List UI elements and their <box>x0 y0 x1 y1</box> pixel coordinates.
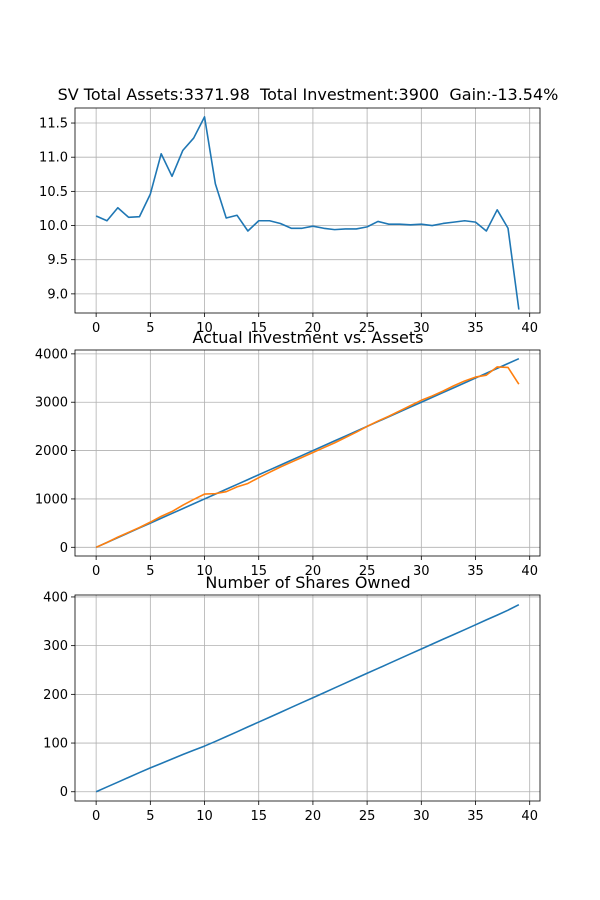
y-tick-label: 400 <box>43 590 68 605</box>
x-tick-label: 20 <box>305 321 322 336</box>
x-tick-label: 25 <box>359 321 376 336</box>
x-tick-label: 10 <box>196 321 213 336</box>
x-tick-label: 40 <box>521 321 538 336</box>
x-tick-label: 40 <box>521 564 538 579</box>
x-tick-label: 20 <box>305 809 322 824</box>
x-tick-label: 30 <box>413 321 430 336</box>
x-tick-label: 0 <box>92 564 100 579</box>
plot-frame <box>74 107 541 314</box>
x-tick-label: 15 <box>250 321 267 336</box>
y-tick-label: 300 <box>43 639 68 654</box>
x-tick-label: 30 <box>413 564 430 579</box>
y-tick-label: 0 <box>60 541 68 556</box>
price-chart: 0 5 10 15 20 25 30 35 40 9.0 9.5 10.0 10.5 11.0 11.5 SV… <box>39 85 558 336</box>
investment-chart: 0 5 10 15 20 25 30 35 40 0 1000 2000 3000 4000 Actual … <box>35 328 541 579</box>
series-line-1 <box>95 116 520 310</box>
x-tick-label: 10 <box>196 809 213 824</box>
x-tick-label: 40 <box>521 809 538 824</box>
y-tick-label: 11.5 <box>39 117 68 132</box>
y-tick-label: 3000 <box>35 396 68 411</box>
x-tick-label: 0 <box>92 809 100 824</box>
y-tick-label: 10.5 <box>39 185 68 200</box>
x-tick-label: 25 <box>359 809 376 824</box>
y-tick-label: 100 <box>43 737 68 752</box>
chart-title: Actual Investment vs. Assets <box>193 328 424 347</box>
chart-title: SV Total Assets:3371.98 Total Investment… <box>58 85 559 104</box>
series-line-2 <box>95 366 520 549</box>
chart-title: Number of Shares Owned <box>205 573 410 592</box>
y-tick-label: 9.5 <box>47 253 68 268</box>
x-tick-label: 25 <box>359 564 376 579</box>
y-tick-label: 1000 <box>35 492 68 507</box>
y-tick-label: 2000 <box>35 444 68 459</box>
x-tick-label: 20 <box>305 564 322 579</box>
x-tick-label: 35 <box>467 321 484 336</box>
x-tick-label: 30 <box>413 809 430 824</box>
series-line-1 <box>95 603 520 793</box>
plot-frame <box>74 349 541 557</box>
y-tick-label: 10.0 <box>39 219 68 234</box>
x-tick-label: 35 <box>467 564 484 579</box>
x-tick-label: 0 <box>92 321 100 336</box>
plot-frame <box>74 594 541 802</box>
x-tick-label: 5 <box>146 321 154 336</box>
x-tick-label: 5 <box>146 564 154 579</box>
x-tick-label: 5 <box>146 809 154 824</box>
y-tick-label: 0 <box>60 785 68 800</box>
x-tick-label: 15 <box>250 564 267 579</box>
x-tick-label: 10 <box>196 564 213 579</box>
y-tick-label: 4000 <box>35 347 68 362</box>
series-line-1 <box>95 357 520 549</box>
y-tick-label: 200 <box>43 688 68 703</box>
y-tick-label: 9.0 <box>47 287 68 302</box>
y-tick-label: 11.0 <box>39 151 68 166</box>
x-tick-label: 15 <box>250 809 267 824</box>
x-tick-label: 35 <box>467 809 484 824</box>
